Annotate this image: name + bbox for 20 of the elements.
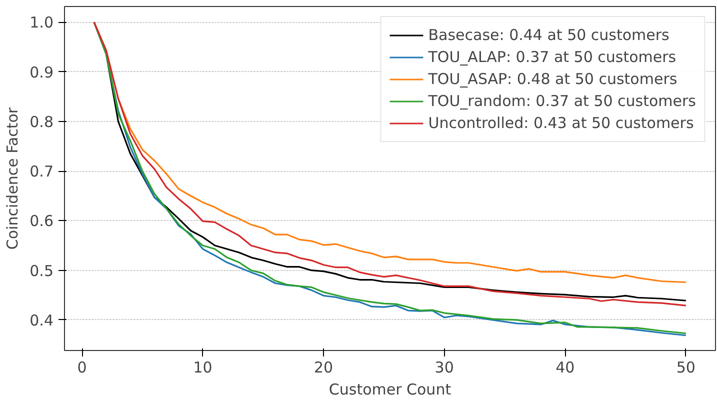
x-tick-label: 50 (676, 358, 696, 376)
x-tick-label: 30 (434, 358, 454, 376)
legend-label: TOU_random: 0.37 at 50 customers (428, 92, 696, 110)
x-tick-label: 20 (314, 358, 334, 376)
legend-label: TOU_ALAP: 0.37 at 50 customers (428, 48, 676, 66)
x-tick-label: 40 (556, 358, 575, 376)
legend-label: Basecase: 0.44 at 50 customers (428, 26, 670, 44)
x-axis-title: Customer Count (328, 380, 452, 398)
y-tick-label: 0.8 (30, 112, 54, 131)
legend-label: Uncontrolled: 0.43 at 50 customers (428, 114, 694, 132)
y-tick-label: 0.5 (30, 262, 54, 280)
y-tick-label: 0.7 (30, 162, 54, 181)
x-tick-label: 10 (193, 358, 212, 376)
y-tick-label: 0.9 (30, 63, 54, 82)
y-tick-label: 0.6 (30, 212, 54, 230)
y-tick-label: 0.4 (30, 311, 54, 330)
y-axis-title: Coincidence Factor (4, 106, 22, 250)
x-tick-label: 0 (77, 358, 87, 376)
legend-label: TOU_ASAP: 0.48 at 50 customers (428, 70, 678, 88)
y-tick-label: 1.0 (30, 14, 54, 32)
